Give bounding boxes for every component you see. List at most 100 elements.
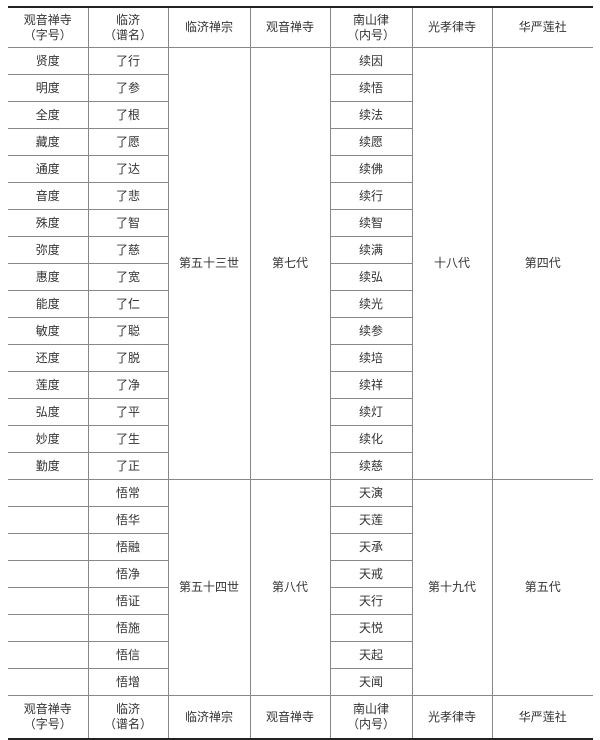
table-row: 悟增 天闻 [8, 668, 593, 696]
header-linji-puming: 临济 （谱名） [87, 6, 169, 48]
puming-cell: 了行 [87, 47, 169, 75]
header-text: 观音禅寺 [23, 12, 72, 27]
guangxiao-generation-cell: 第十九代 [411, 479, 493, 696]
table-row: 全度 了根 续法 [8, 101, 593, 129]
header-text: 南山律 [352, 702, 389, 716]
puming-cell: 了平 [87, 398, 169, 426]
zihao-cell [8, 479, 89, 507]
header-subtext: （谱名） [103, 717, 152, 731]
zihao-cell [8, 560, 89, 588]
zihao-cell: 莲度 [8, 371, 89, 399]
header-guanyin-chansi: 观音禅寺 [249, 6, 331, 48]
puming-cell: 了仁 [87, 290, 169, 318]
header-text: 南山律 [352, 12, 389, 27]
puming-cell: 了慈 [87, 236, 169, 264]
footer-linji-chanzong: 临济禅宗 [167, 695, 251, 740]
huayan-generation-cell: 第四代 [491, 47, 593, 480]
zihao-cell: 音度 [8, 182, 89, 210]
neihao-cell: 续满 [329, 236, 412, 264]
linji-generation-cell: 第五十四世 [167, 479, 251, 696]
puming-cell: 悟融 [87, 533, 169, 561]
header-subtext: （内号） [346, 27, 395, 42]
header-text: 临济 [115, 702, 140, 716]
table-row: 莲度 了净 续祥 [8, 371, 593, 399]
guanyin-generation-cell: 第八代 [249, 479, 331, 696]
huayan-generation-cell: 第五代 [491, 479, 593, 696]
neihao-cell: 续佛 [329, 155, 412, 183]
table-row: 能度 了仁 续光 [8, 290, 593, 318]
puming-cell: 悟增 [87, 668, 169, 696]
neihao-cell: 续光 [329, 290, 412, 318]
puming-cell: 悟常 [87, 479, 169, 507]
neihao-cell: 天悦 [329, 614, 412, 642]
zihao-cell [8, 533, 89, 561]
header-subtext: （字号） [23, 27, 72, 42]
neihao-cell: 天莲 [329, 506, 412, 534]
zihao-cell: 明度 [8, 74, 89, 102]
guanyin-generation-cell: 第七代 [249, 47, 331, 480]
neihao-cell: 续因 [329, 47, 413, 75]
zihao-cell [8, 587, 89, 615]
zihao-cell: 惠度 [8, 263, 89, 291]
table-row: 弘度 了平 续灯 [8, 398, 593, 426]
neihao-cell: 续智 [329, 209, 412, 237]
header-row: 观音禅寺 （字号） 临济 （谱名） 临济禅宗 观音禅寺 南山律 （内号） 光孝律寺 华… [8, 6, 593, 48]
neihao-cell: 续培 [329, 344, 412, 372]
zihao-cell [8, 641, 89, 669]
header-subtext: （字号） [23, 717, 72, 731]
neihao-cell: 续化 [329, 425, 412, 453]
table-row: 贤度 了行 第五十三世 第七代 续因 十八代 第四代 [8, 47, 593, 480]
header-subtext: （内号） [346, 717, 395, 731]
zihao-cell [8, 506, 89, 534]
header-guangxiao-lusi: 光孝律寺 [411, 6, 493, 48]
footer-huayan-lianshe: 华严莲社 [491, 695, 593, 740]
neihao-cell: 天承 [329, 533, 412, 561]
zihao-cell: 通度 [8, 155, 89, 183]
guangxiao-generation-cell: 十八代 [411, 47, 493, 480]
zihao-cell: 弥度 [8, 236, 89, 264]
footer-linji-puming: 临济 （谱名） [87, 695, 169, 740]
puming-cell: 悟证 [87, 587, 169, 615]
table-row: 勤度 了正 续慈 [8, 452, 593, 480]
table-row: 弥度 了慈 续满 [8, 236, 593, 264]
puming-cell: 悟信 [87, 641, 169, 669]
zihao-cell: 能度 [8, 290, 89, 318]
zihao-cell: 还度 [8, 344, 89, 372]
zihao-cell: 勤度 [8, 452, 89, 480]
puming-cell: 了根 [87, 101, 169, 129]
zihao-cell [8, 668, 89, 696]
neihao-cell: 续愿 [329, 128, 412, 156]
puming-cell: 悟净 [87, 560, 169, 588]
table-row: 悟施 天悦 [8, 614, 593, 642]
header-guanyin-zihao: 观音禅寺 （字号） [8, 6, 89, 48]
zihao-cell: 弘度 [8, 398, 89, 426]
zihao-cell: 敏度 [8, 317, 89, 345]
neihao-cell: 续悟 [329, 74, 412, 102]
puming-cell: 了宽 [87, 263, 169, 291]
neihao-cell: 天戒 [329, 560, 412, 588]
table-row: 悟融 天承 [8, 533, 593, 561]
neihao-cell: 续灯 [329, 398, 412, 426]
puming-cell: 了脱 [87, 344, 169, 372]
neihao-cell: 天演 [329, 479, 413, 507]
neihao-cell: 续参 [329, 317, 412, 345]
header-subtext: （谱名） [103, 27, 152, 42]
footer-guanyin-chansi: 观音禅寺 [249, 695, 331, 740]
puming-cell: 了正 [87, 452, 169, 480]
puming-cell: 了参 [87, 74, 169, 102]
neihao-cell: 续行 [329, 182, 412, 210]
footer-header-row: 观音禅寺 （字号） 临济 （谱名） 临济禅宗 观音禅寺 南山律 （内号） 光孝律寺 华… [8, 695, 593, 740]
header-nanshan-neihao: 南山律 （内号） [329, 6, 413, 48]
footer-guanyin-zihao: 观音禅寺 （字号） [8, 695, 89, 740]
table-body: 贤度 了行 第五十三世 第七代 续因 十八代 第四代 明度 了参 续悟 全度 了根 续法 藏度 了愿 续愿 通度… [8, 47, 593, 696]
puming-cell: 悟施 [87, 614, 169, 642]
zihao-cell: 殊度 [8, 209, 89, 237]
header-huayan-lianshe: 华严莲社 [491, 6, 593, 48]
linji-generation-cell: 第五十三世 [167, 47, 251, 480]
puming-cell: 了聪 [87, 317, 169, 345]
puming-cell: 了愿 [87, 128, 169, 156]
table-row: 通度 了达 续佛 [8, 155, 593, 183]
table-row: 明度 了参 续悟 [8, 74, 593, 102]
header-text: 临济 [115, 12, 140, 27]
table-row: 惠度 了宽 续弘 [8, 263, 593, 291]
